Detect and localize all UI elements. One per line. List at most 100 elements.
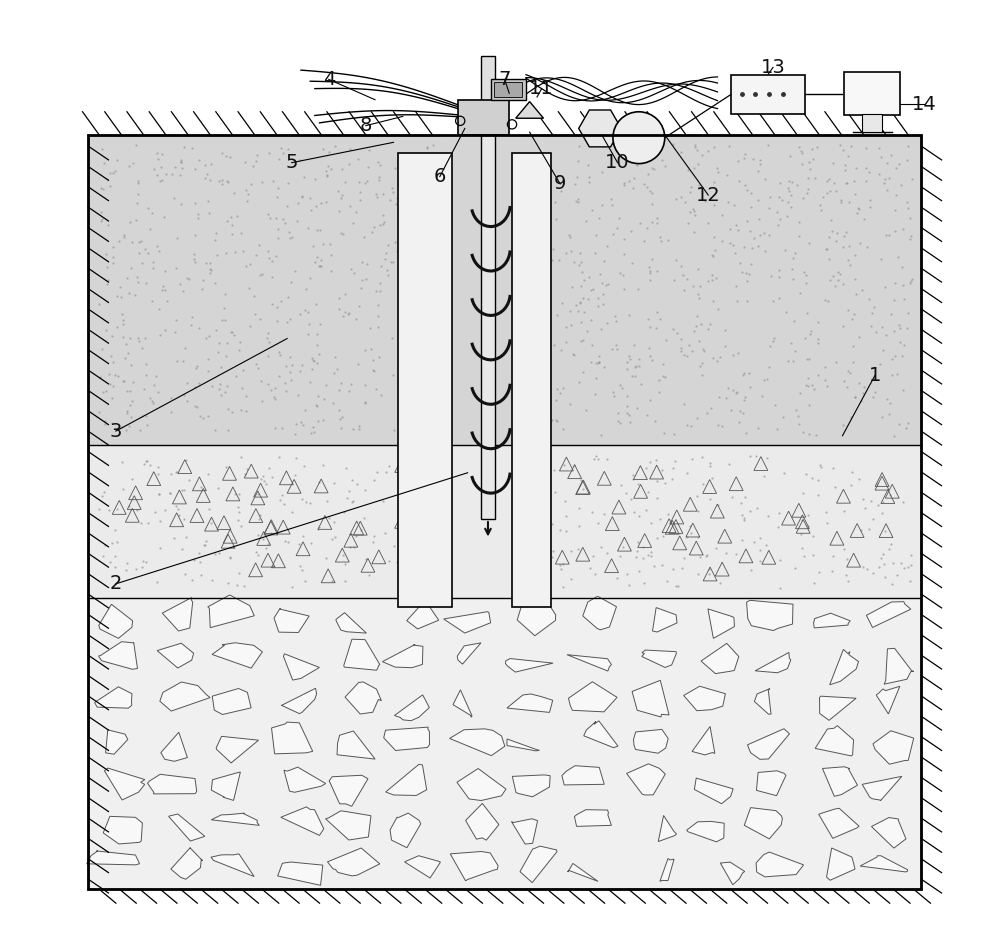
Polygon shape: [384, 727, 430, 751]
Polygon shape: [511, 819, 538, 844]
Polygon shape: [327, 848, 380, 876]
Polygon shape: [827, 848, 855, 881]
Polygon shape: [211, 772, 240, 800]
Polygon shape: [104, 768, 145, 800]
Bar: [491, 80, 526, 100]
Polygon shape: [873, 730, 914, 764]
Polygon shape: [520, 846, 557, 883]
Polygon shape: [815, 726, 854, 756]
Bar: [481, 121, 495, 519]
Text: 2: 2: [110, 575, 122, 593]
Polygon shape: [568, 681, 617, 712]
Polygon shape: [512, 775, 550, 797]
Polygon shape: [516, 102, 544, 119]
Polygon shape: [99, 641, 137, 669]
Circle shape: [613, 112, 665, 163]
Polygon shape: [876, 686, 900, 714]
Polygon shape: [756, 852, 804, 877]
Polygon shape: [162, 598, 193, 631]
Polygon shape: [208, 595, 254, 628]
Text: 1: 1: [869, 366, 881, 385]
Polygon shape: [106, 730, 128, 755]
Polygon shape: [754, 689, 771, 714]
Polygon shape: [701, 643, 739, 674]
Polygon shape: [87, 851, 140, 865]
Polygon shape: [584, 721, 618, 748]
Polygon shape: [720, 862, 745, 884]
Polygon shape: [862, 776, 902, 801]
Polygon shape: [708, 609, 734, 639]
Polygon shape: [407, 598, 439, 629]
Polygon shape: [161, 732, 187, 761]
Polygon shape: [632, 680, 669, 717]
Polygon shape: [211, 854, 254, 877]
Polygon shape: [694, 778, 733, 804]
Polygon shape: [756, 770, 786, 795]
Polygon shape: [212, 642, 262, 668]
Polygon shape: [99, 604, 133, 639]
Polygon shape: [567, 654, 611, 671]
Polygon shape: [822, 767, 857, 796]
Polygon shape: [211, 813, 259, 825]
Polygon shape: [660, 858, 674, 882]
Polygon shape: [278, 862, 323, 885]
Polygon shape: [157, 643, 194, 668]
Text: 6: 6: [434, 167, 446, 186]
Polygon shape: [95, 687, 132, 708]
Bar: [481, 57, 495, 135]
Polygon shape: [466, 804, 499, 840]
Bar: [731, 75, 805, 114]
Bar: [844, 72, 900, 115]
Polygon shape: [687, 821, 724, 842]
Polygon shape: [171, 847, 202, 879]
Polygon shape: [394, 695, 429, 720]
Polygon shape: [642, 650, 676, 667]
Text: 12: 12: [696, 185, 721, 205]
Polygon shape: [281, 806, 324, 835]
Polygon shape: [329, 775, 368, 806]
Polygon shape: [453, 690, 472, 717]
Text: 8: 8: [360, 116, 372, 135]
Text: 7: 7: [498, 70, 511, 89]
Text: 9: 9: [554, 174, 566, 194]
Polygon shape: [658, 816, 676, 842]
Polygon shape: [216, 736, 259, 763]
Text: 5: 5: [285, 153, 298, 172]
Bar: [88, 598, 921, 889]
Polygon shape: [517, 604, 556, 636]
Polygon shape: [860, 856, 908, 872]
Polygon shape: [684, 686, 725, 711]
Text: 11: 11: [529, 79, 554, 98]
Polygon shape: [830, 650, 859, 685]
Bar: [458, 100, 509, 135]
Polygon shape: [692, 727, 715, 755]
Polygon shape: [457, 768, 506, 801]
Polygon shape: [866, 602, 911, 628]
Polygon shape: [344, 640, 380, 670]
Polygon shape: [747, 729, 789, 759]
Polygon shape: [444, 612, 491, 633]
Polygon shape: [272, 722, 313, 754]
Polygon shape: [562, 766, 604, 785]
Polygon shape: [871, 818, 906, 848]
Bar: [88, 135, 921, 889]
Bar: [88, 135, 921, 445]
Polygon shape: [386, 765, 427, 795]
Polygon shape: [326, 811, 371, 840]
Polygon shape: [505, 658, 553, 672]
Polygon shape: [574, 809, 611, 826]
Polygon shape: [457, 642, 481, 664]
Polygon shape: [283, 654, 319, 680]
Bar: [88, 445, 921, 598]
Polygon shape: [281, 688, 317, 714]
Polygon shape: [568, 863, 598, 882]
Bar: [398, 154, 452, 607]
Polygon shape: [390, 813, 421, 847]
Bar: [494, 83, 522, 97]
Text: 13: 13: [761, 57, 785, 77]
Polygon shape: [103, 817, 142, 844]
Polygon shape: [747, 601, 793, 630]
Polygon shape: [579, 110, 621, 146]
Polygon shape: [744, 807, 782, 839]
Polygon shape: [450, 852, 498, 881]
